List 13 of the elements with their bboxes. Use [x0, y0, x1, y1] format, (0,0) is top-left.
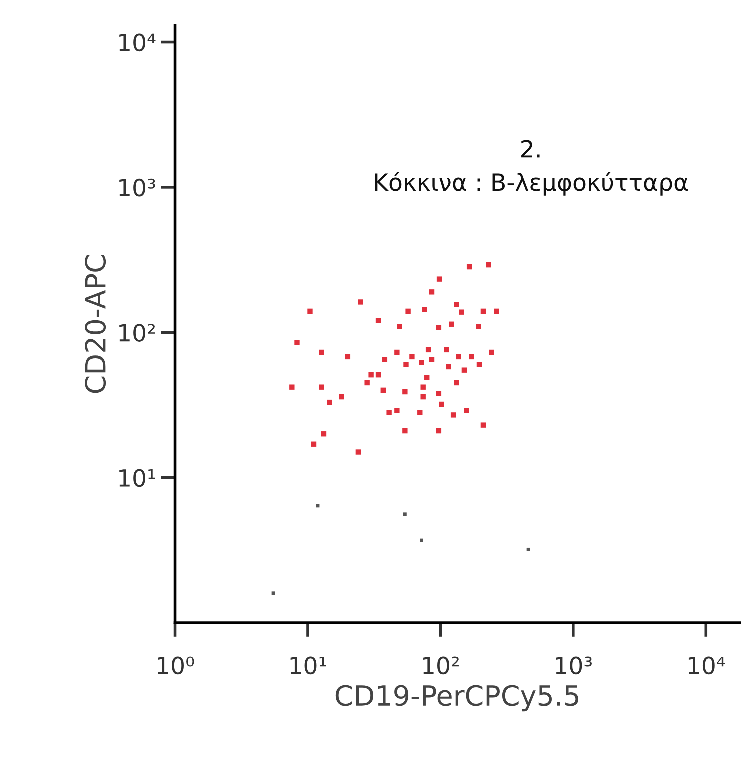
- x-tick-label: 10⁴: [688, 656, 726, 675]
- x-tick-label: 10²: [424, 656, 459, 675]
- annotation: Κόκκινα : Β-λεμφοκύτταρα: [375, 172, 688, 196]
- x-tick-label: 10³: [556, 656, 592, 675]
- x-tick-label: 10⁰: [158, 656, 194, 675]
- annotation: 2.: [522, 140, 540, 158]
- x-tick-label: 10¹: [290, 656, 326, 675]
- y-tick-label: 10⁴: [120, 34, 156, 52]
- y-tick-label: 10²: [120, 324, 156, 342]
- x-axis-title: CD19-PerCPCy5.5: [336, 685, 578, 712]
- y-axis-title: CD20-APC: [85, 256, 106, 394]
- y-tick-label: 10¹: [120, 469, 156, 488]
- y-tick-label: 10³: [120, 178, 156, 197]
